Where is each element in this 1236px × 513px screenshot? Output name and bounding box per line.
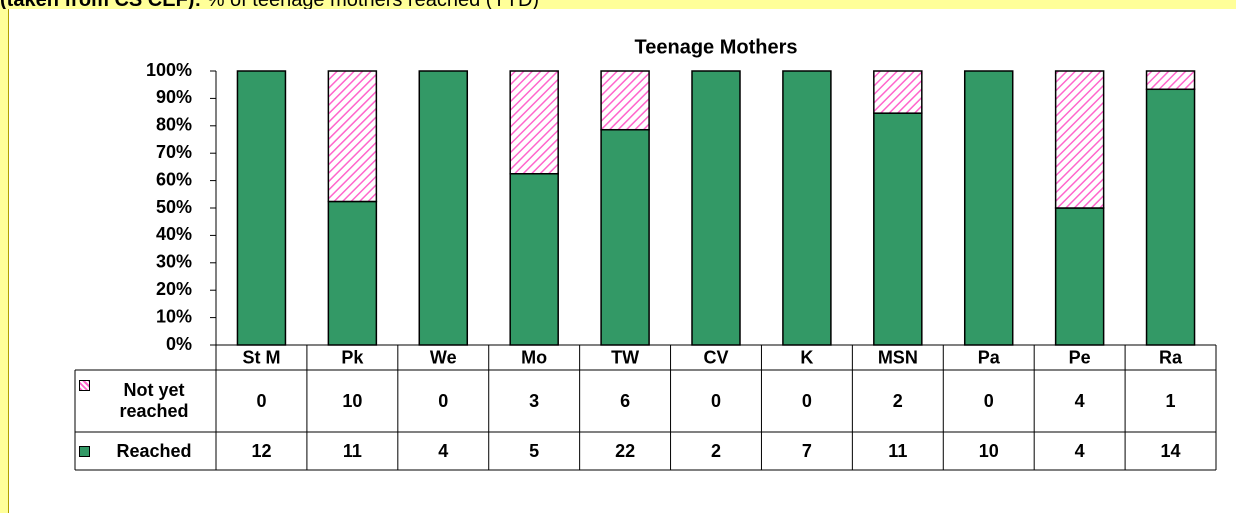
x-tick-label: Mo — [521, 347, 547, 367]
legend-cell: Not yet reached — [77, 370, 214, 432]
x-tick-label: Pa — [978, 347, 1001, 367]
y-tick-label: 50% — [156, 197, 192, 217]
legend-cell: Reached — [77, 432, 214, 470]
table-value: 22 — [615, 441, 635, 461]
table-value: 3 — [529, 391, 539, 411]
table-value: 1 — [1166, 391, 1176, 411]
header: (taken from CS CEF): % of teenage mother… — [0, 0, 1236, 9]
side-strip — [0, 9, 9, 513]
header-bold: (taken from CS CEF): — [0, 0, 201, 9]
bar-segment — [691, 70, 741, 346]
bar-segment — [1145, 70, 1196, 91]
bar-segment — [963, 70, 1014, 346]
y-tick-label: 100% — [146, 60, 192, 80]
legend-key — [79, 380, 90, 391]
table-value: 4 — [438, 441, 448, 461]
legend-label: Reached — [116, 440, 192, 461]
x-tick-label: CV — [703, 347, 728, 367]
x-tick-label: Pe — [1069, 347, 1091, 367]
table-value: 0 — [802, 391, 812, 411]
chart-title: Teenage Mothers — [635, 36, 798, 58]
bar-segment — [1054, 70, 1105, 209]
table-value: 2 — [893, 391, 903, 411]
table-value: 6 — [620, 391, 630, 411]
legend-key — [79, 445, 90, 457]
bar-segment — [327, 70, 378, 203]
bar-segment — [873, 112, 923, 346]
bar-segment — [873, 70, 923, 114]
table-value: 0 — [984, 391, 994, 411]
bar-segment — [236, 70, 287, 346]
y-tick-label: 70% — [156, 142, 192, 162]
y-tick-label: 10% — [156, 306, 192, 326]
bar-segment — [418, 70, 469, 346]
header-text: % of teenage mothers reached (YTD) — [207, 0, 539, 9]
y-tick-label: 30% — [156, 252, 192, 272]
x-tick-label: TW — [611, 347, 639, 367]
y-tick-label: 20% — [156, 279, 192, 299]
bar-segment — [600, 70, 650, 131]
bar-segment — [782, 70, 832, 346]
table-value: 0 — [438, 391, 448, 411]
bar-segment — [509, 173, 559, 346]
x-tick-label: K — [800, 347, 813, 367]
bar-segment — [327, 200, 378, 346]
table-value: 5 — [529, 441, 539, 461]
legend-entry: Reached — [77, 432, 214, 470]
y-tick-label: 40% — [156, 224, 192, 244]
bar-segment — [1145, 88, 1196, 346]
y-tick-label: 0% — [166, 334, 192, 354]
table-value: 10 — [979, 441, 999, 461]
legend-entry: Not yet reached — [77, 370, 214, 432]
y-tick-label: 90% — [156, 87, 192, 107]
table-value: 4 — [1075, 441, 1085, 461]
x-tick-label: We — [430, 347, 457, 367]
x-tick-label: St M — [242, 347, 280, 367]
y-tick-label: 80% — [156, 115, 192, 135]
table-value: 10 — [342, 391, 362, 411]
x-tick-label: MSN — [878, 347, 918, 367]
y-tick-label: 60% — [156, 169, 192, 189]
table-value: 11 — [343, 441, 362, 461]
table-value: 14 — [1161, 441, 1181, 461]
table-value: 4 — [1075, 391, 1085, 411]
table-value: 0 — [256, 391, 266, 411]
table-value: 12 — [251, 441, 271, 461]
bar-segment — [509, 70, 559, 175]
bar-segment — [1054, 207, 1105, 346]
x-tick-label: Pk — [341, 347, 364, 367]
bar-segment — [600, 128, 650, 346]
table-value: 0 — [711, 391, 721, 411]
table-value: 7 — [802, 441, 812, 461]
legend-label: Not yet reached — [119, 380, 189, 421]
table-value: 11 — [888, 441, 907, 461]
table-value: 2 — [711, 441, 721, 461]
x-tick-label: Ra — [1159, 347, 1183, 367]
